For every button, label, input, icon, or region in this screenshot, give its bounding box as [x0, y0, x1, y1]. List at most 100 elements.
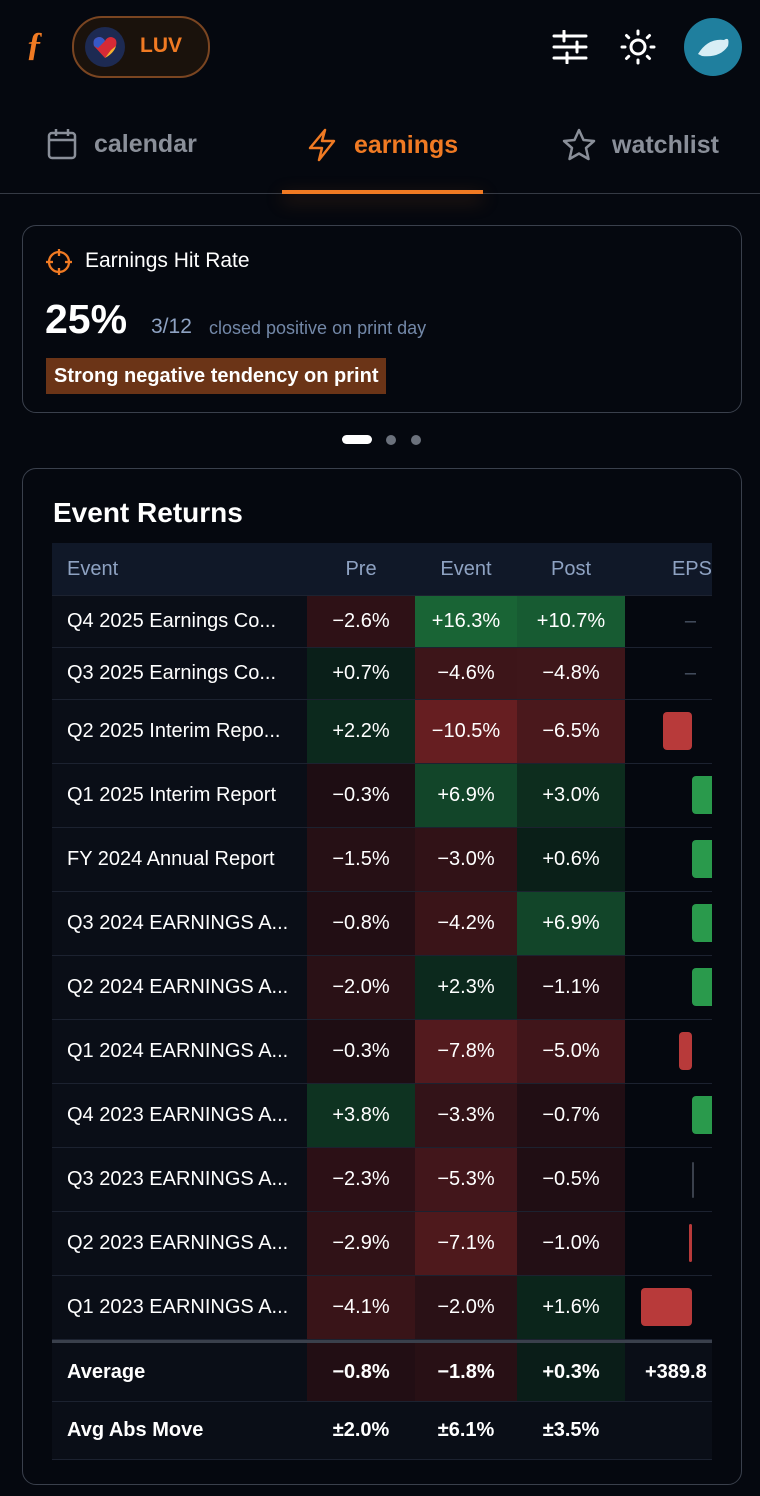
- return-cell: −7.1%: [415, 1212, 517, 1275]
- bolt-icon: [308, 128, 336, 162]
- eps-bar: [692, 840, 712, 878]
- return-cell: −3.3%: [415, 1084, 517, 1147]
- summary-label: Average: [52, 1343, 307, 1401]
- table-row[interactable]: FY 2024 Annual Report −1.5% −3.0% +0.6%: [52, 828, 712, 892]
- eps-bar: [641, 1288, 692, 1326]
- eps-cell: [625, 1212, 712, 1275]
- logo[interactable]: ƒ: [26, 26, 43, 63]
- summary-separator: [52, 1340, 712, 1343]
- hit-rate-card[interactable]: Earnings Hit Rate 25% 3/12 closed positi…: [22, 225, 742, 413]
- tab-earnings[interactable]: earnings: [306, 128, 458, 162]
- return-cell: −0.3%: [307, 764, 415, 827]
- return-cell: −0.8%: [307, 892, 415, 955]
- eps-cell: [625, 1276, 712, 1339]
- return-cell: −5.3%: [415, 1148, 517, 1211]
- eps-cell: [625, 764, 712, 827]
- table-row[interactable]: Q3 2024 EARNINGS A... −0.8% −4.2% +6.9%: [52, 892, 712, 956]
- eps-bar: [692, 1096, 712, 1134]
- returns-table: Event Pre Event Post EPS Q4 2025 Earnings Co.…: [52, 543, 712, 1460]
- table-row[interactable]: Q4 2023 EARNINGS A... +3.8% −3.3% −0.7%: [52, 1084, 712, 1148]
- return-cell: +0.7%: [307, 648, 415, 699]
- return-cell: +0.6%: [517, 828, 625, 891]
- star-icon: [562, 128, 596, 161]
- summary-row: Average −0.8% −1.8% +0.3% +389.8: [52, 1343, 712, 1402]
- eps-cell: [625, 828, 712, 891]
- column-header[interactable]: Post: [517, 543, 625, 595]
- table-header: Event Pre Event Post EPS: [52, 543, 712, 596]
- hit-rate-caption: closed positive on print day: [209, 318, 427, 338]
- eps-bar: [692, 1162, 694, 1198]
- calendar-icon: [47, 129, 77, 160]
- return-cell: +3.0%: [517, 764, 625, 827]
- return-cell: −0.7%: [517, 1084, 625, 1147]
- summary-value: +0.3%: [517, 1343, 625, 1401]
- return-cell: −10.5%: [415, 700, 517, 763]
- return-cell: −0.3%: [307, 1020, 415, 1083]
- return-cell: −2.0%: [415, 1276, 517, 1339]
- return-cell: −4.1%: [307, 1276, 415, 1339]
- return-cell: −1.1%: [517, 956, 625, 1019]
- table-row[interactable]: Q3 2025 Earnings Co... +0.7% −4.6% −4.8% –: [52, 648, 712, 700]
- eps-bar: [692, 776, 712, 814]
- event-name: Q4 2025 Earnings Co...: [52, 596, 307, 647]
- return-cell: +2.3%: [415, 956, 517, 1019]
- eps-bar: [689, 1224, 692, 1262]
- return-cell: −3.0%: [415, 828, 517, 891]
- column-header: Event: [52, 543, 307, 595]
- return-cell: +3.8%: [307, 1084, 415, 1147]
- pager-dot[interactable]: [411, 435, 421, 445]
- pager-dot[interactable]: [386, 435, 396, 445]
- table-row[interactable]: Q1 2023 EARNINGS A... −4.1% −2.0% +1.6%: [52, 1276, 712, 1340]
- eps-cell: –: [625, 648, 712, 699]
- ticker-icon: [85, 27, 125, 67]
- ticker-pill[interactable]: LUV: [72, 16, 210, 78]
- return-cell: −2.3%: [307, 1148, 415, 1211]
- return-cell: −7.8%: [415, 1020, 517, 1083]
- card-title: Event Returns: [53, 497, 243, 528]
- event-name: Q2 2024 EARNINGS A...: [52, 956, 307, 1019]
- table-row[interactable]: Q2 2025 Interim Repo... +2.2% −10.5% −6.5%: [52, 700, 712, 764]
- eps-cell: [625, 700, 712, 763]
- event-name: Q2 2023 EARNINGS A...: [52, 1212, 307, 1275]
- eps-bar: [679, 1032, 692, 1070]
- theme-icon[interactable]: [620, 29, 656, 65]
- return-cell: −4.6%: [415, 648, 517, 699]
- event-name: Q1 2023 EARNINGS A...: [52, 1276, 307, 1339]
- event-name: FY 2024 Annual Report: [52, 828, 307, 891]
- column-header[interactable]: Event: [415, 543, 517, 595]
- tab-label: earnings: [354, 130, 459, 159]
- card-title: Earnings Hit Rate: [85, 249, 250, 272]
- return-cell: +16.3%: [415, 596, 517, 647]
- table-row[interactable]: Q2 2023 EARNINGS A... −2.9% −7.1% −1.0%: [52, 1212, 712, 1276]
- pager-dot-active[interactable]: [342, 435, 372, 444]
- column-header[interactable]: Pre: [307, 543, 415, 595]
- event-returns-card: Event Returns: [22, 468, 742, 1485]
- avatar[interactable]: [684, 18, 742, 76]
- summary-value: −1.8%: [415, 1343, 517, 1401]
- table-row[interactable]: Q4 2025 Earnings Co... −2.6% +16.3% +10.7% –: [52, 596, 712, 648]
- eps-bar: [663, 712, 692, 750]
- table-row[interactable]: Q1 2025 Interim Report −0.3% +6.9% +3.0%: [52, 764, 712, 828]
- event-name: Q3 2023 EARNINGS A...: [52, 1148, 307, 1211]
- tab-underline: [282, 190, 483, 194]
- eps-cell: –: [625, 596, 712, 647]
- summary-row: Avg Abs Move ±2.0% ±6.1% ±3.5%: [52, 1402, 712, 1460]
- eps-cell: [625, 1084, 712, 1147]
- return-cell: +10.7%: [517, 596, 625, 647]
- return-cell: −6.5%: [517, 700, 625, 763]
- return-cell: +2.2%: [307, 700, 415, 763]
- return-cell: +6.9%: [415, 764, 517, 827]
- column-header[interactable]: EPS: [625, 543, 712, 595]
- tab-calendar[interactable]: calendar: [46, 128, 197, 160]
- filter-icon[interactable]: [552, 30, 588, 64]
- return-cell: −2.9%: [307, 1212, 415, 1275]
- table-row[interactable]: Q2 2024 EARNINGS A... −2.0% +2.3% −1.1%: [52, 956, 712, 1020]
- table-row[interactable]: Q1 2024 EARNINGS A... −0.3% −7.8% −5.0%: [52, 1020, 712, 1084]
- tab-watchlist[interactable]: watchlist: [562, 128, 719, 162]
- table-row[interactable]: Q3 2023 EARNINGS A... −2.3% −5.3% −0.5%: [52, 1148, 712, 1212]
- summary-value: −0.8%: [307, 1343, 415, 1401]
- hit-rate-value: 25%: [45, 296, 128, 342]
- event-name: Q2 2025 Interim Repo...: [52, 700, 307, 763]
- return-cell: −5.0%: [517, 1020, 625, 1083]
- summary-value: ±3.5%: [517, 1402, 625, 1459]
